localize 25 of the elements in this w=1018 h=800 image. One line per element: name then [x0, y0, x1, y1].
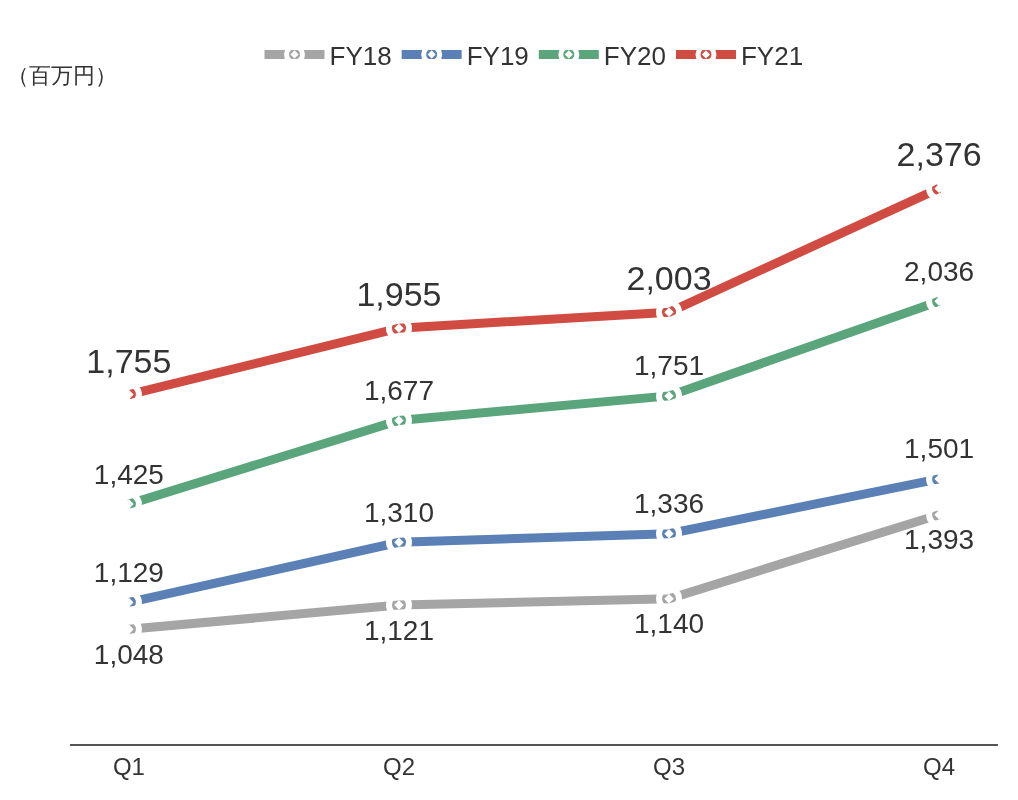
data-label: 1,751	[633, 350, 705, 382]
data-label: 1,121	[363, 614, 435, 646]
data-label: 1,336	[633, 488, 705, 520]
legend-label: FY18	[329, 40, 392, 71]
data-label: 1,310	[363, 496, 435, 528]
x-tick-label: Q4	[923, 752, 956, 780]
x-tick-label: Q1	[112, 752, 145, 780]
data-label: 2,036	[904, 255, 975, 287]
x-tick-label: Q2	[382, 752, 415, 780]
data-label: 1,425	[93, 458, 164, 490]
x-tick-label: Q3	[653, 752, 686, 780]
data-label: 2,003	[626, 259, 712, 298]
data-label: 1,677	[363, 374, 435, 406]
data-label: 1,393	[904, 524, 975, 556]
data-label: 1,501	[904, 433, 975, 465]
data-label: 1,140	[633, 608, 705, 640]
legend-label: FY20	[603, 40, 666, 71]
data-label: 1,129	[93, 556, 164, 588]
data-label: 1,048	[93, 638, 164, 670]
y-axis-title: （百万円）	[7, 63, 117, 88]
legend-label: FY21	[740, 40, 804, 71]
data-label: 1,755	[86, 341, 172, 380]
data-label: 1,955	[356, 275, 442, 314]
data-label: 2,376	[896, 135, 982, 174]
legend-label: FY19	[466, 40, 529, 71]
